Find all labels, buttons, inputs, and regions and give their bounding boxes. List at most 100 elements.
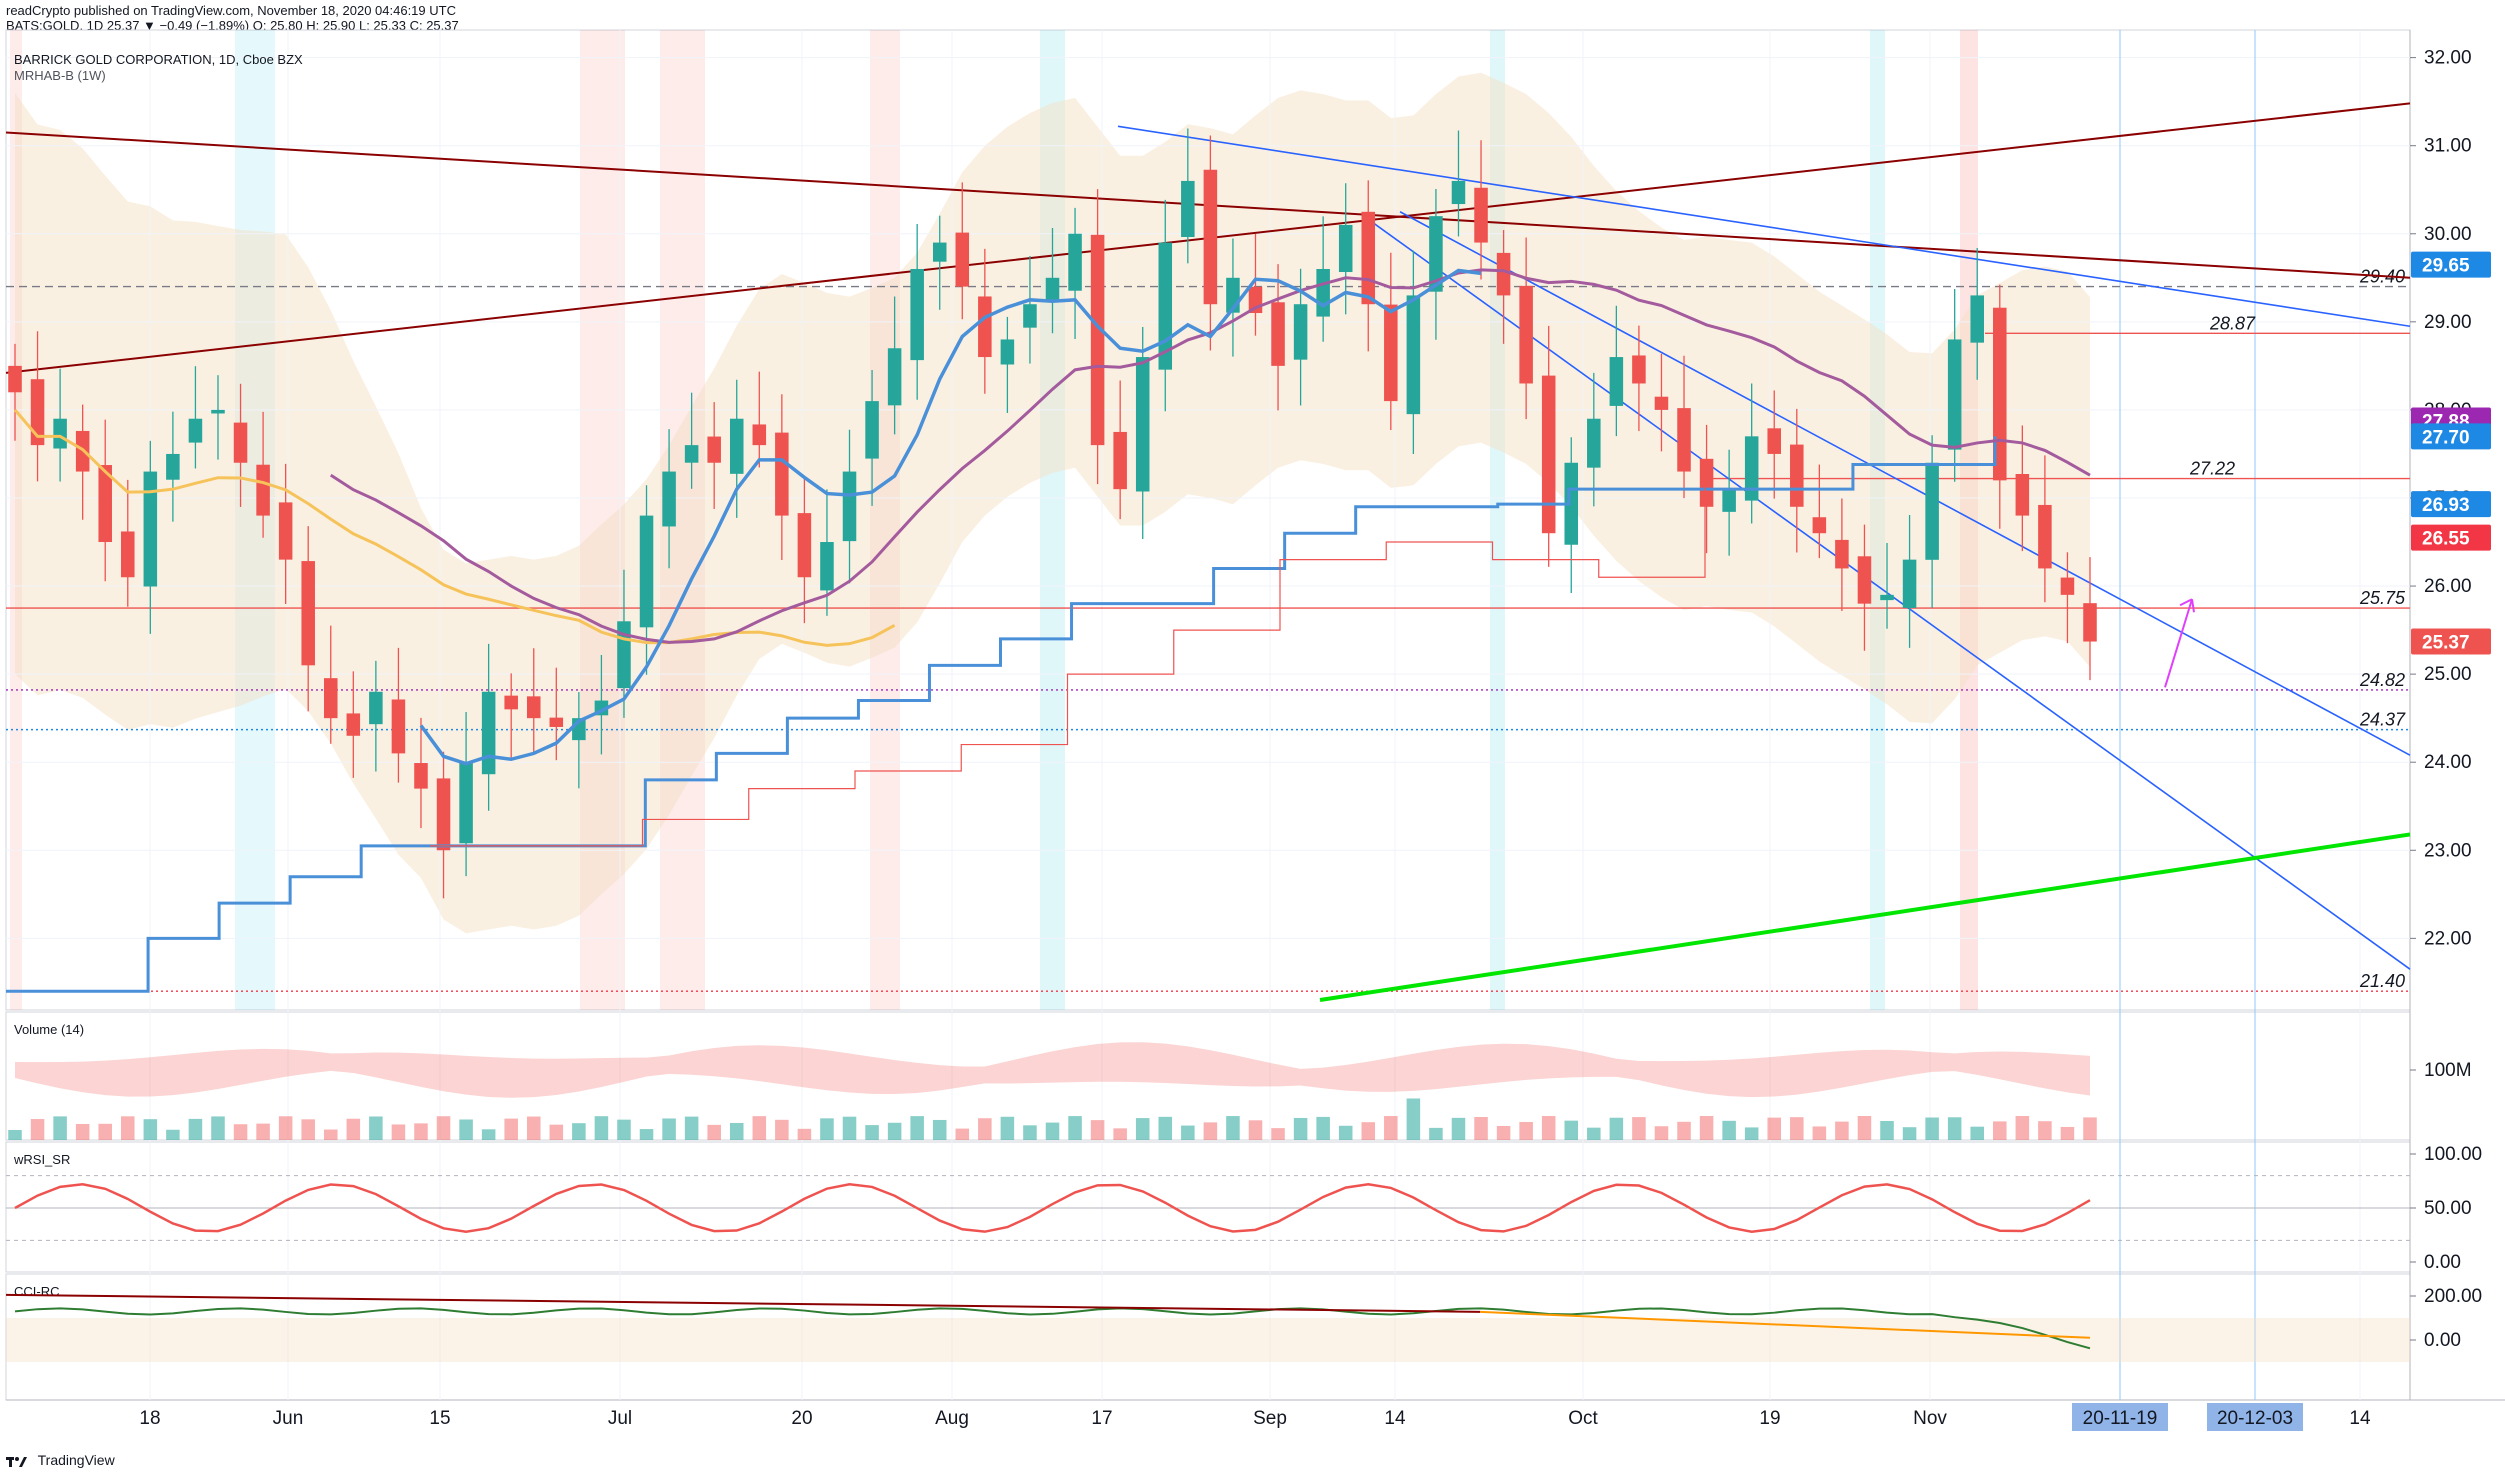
cci-pane <box>5 1273 2411 1401</box>
candle-body <box>30 379 45 446</box>
candle-body <box>1722 489 1736 512</box>
price-badge <box>2411 251 2491 278</box>
candle-body <box>1541 375 1556 534</box>
wrsi-axis-label: 0.00 <box>2424 1252 2461 1273</box>
volume-bar <box>1474 1117 1488 1140</box>
volume-bar <box>301 1119 315 1140</box>
volume-bar <box>30 1119 45 1140</box>
volume-bar <box>594 1116 609 1140</box>
volume-bar <box>752 1116 767 1140</box>
volume-bar <box>436 1116 451 1140</box>
candle-body <box>323 678 338 719</box>
x-tick-label: Aug <box>935 1408 969 1429</box>
volume-bar <box>1947 1117 1962 1140</box>
volume-bar <box>1158 1116 1173 1140</box>
candle-body <box>1564 462 1579 545</box>
candle-body <box>1654 396 1669 410</box>
level-label: 28.87 <box>2209 313 2256 333</box>
candle-body <box>233 422 248 463</box>
candle-body <box>143 471 158 587</box>
moving-average-blue <box>419 268 1482 766</box>
candle-body <box>978 296 992 358</box>
volume-bar <box>526 1116 541 1140</box>
trendline-blue-middle <box>1399 211 2411 756</box>
candle-body <box>1632 355 1646 384</box>
candle-body <box>910 268 924 361</box>
volume-bar <box>188 1118 203 1140</box>
volume-bar <box>233 1124 248 1140</box>
x-tick-label: 15 <box>429 1408 450 1429</box>
volume-bar <box>1496 1125 1511 1140</box>
candle-body <box>121 531 135 578</box>
price-badge-label: 26.93 <box>2422 495 2470 516</box>
candle-body <box>1902 559 1917 608</box>
volume-bar <box>1316 1116 1330 1140</box>
volume-bar <box>1744 1127 1759 1140</box>
volume-bar <box>211 1116 225 1140</box>
date-marker-badge <box>2207 1403 2303 1431</box>
candle-body <box>662 471 676 527</box>
candle-body <box>1519 285 1533 384</box>
candle-body <box>1970 295 1984 343</box>
volume-bar <box>2015 1116 2030 1140</box>
y-tick-label: 31.00 <box>2424 136 2472 157</box>
publish-header: readCrypto published on TradingView.com,… <box>0 0 2505 33</box>
candle-body <box>684 445 699 463</box>
volume-bar <box>1384 1116 1398 1140</box>
candle-body <box>752 424 767 446</box>
candle-body <box>1587 418 1601 468</box>
volume-bar <box>865 1125 879 1140</box>
volume-bar <box>1023 1125 1037 1140</box>
price-badge-label: 25.37 <box>2422 633 2470 654</box>
candle-body <box>1790 444 1804 507</box>
candle-body <box>526 696 541 719</box>
volume-bar <box>1000 1116 1015 1140</box>
x-tick-label: Sep <box>1253 1408 1287 1429</box>
volume-bar <box>1857 1116 1872 1140</box>
x-tick-label: 19 <box>1759 1408 1780 1429</box>
candle-body <box>887 348 902 406</box>
volume-pane-title: Volume (14) <box>14 1022 84 1037</box>
x-tick-label: Oct <box>1568 1408 1598 1429</box>
candle-body <box>1812 517 1827 534</box>
candle-body <box>1496 252 1511 296</box>
candle-body <box>211 409 225 414</box>
volume-bar <box>639 1129 654 1140</box>
volume-bar <box>98 1123 112 1140</box>
price-badge <box>2411 423 2491 450</box>
volume-bar <box>1226 1116 1240 1140</box>
footer-brand-label: TradingView <box>37 1452 115 1468</box>
volume-bar <box>256 1123 270 1140</box>
volume-bar <box>1722 1120 1736 1140</box>
volume-bar <box>1699 1116 1714 1140</box>
candle-body <box>797 513 812 578</box>
volume-bar <box>1203 1122 1218 1140</box>
footer-brand: TradingView <box>6 1452 115 1468</box>
candle-body <box>1744 436 1759 501</box>
volume-bar <box>1090 1120 1105 1140</box>
candle-body <box>301 561 315 666</box>
trendline-green-support <box>1319 832 2411 1002</box>
volume-bar <box>1790 1117 1804 1140</box>
candle-body <box>1090 234 1105 446</box>
y-tick-label: 23.00 <box>2424 840 2472 861</box>
volume-bar <box>910 1116 924 1140</box>
candle-body <box>98 465 112 543</box>
candle-body <box>346 713 361 736</box>
candle-body <box>1451 180 1466 205</box>
volume-bar <box>572 1123 586 1140</box>
y-tick-label: 24.00 <box>2424 752 2472 773</box>
x-tick-label: 18 <box>139 1408 160 1429</box>
x-tick-label: 17 <box>1091 1408 1112 1429</box>
candle-body <box>1609 357 1624 406</box>
volume-bar <box>481 1129 496 1140</box>
projection-arrow <box>2164 598 2193 688</box>
cci-band <box>6 1318 2410 1362</box>
price-badge <box>2411 491 2491 518</box>
highlight-band <box>1870 30 1885 1010</box>
volume-bar <box>75 1124 90 1140</box>
volume-bar <box>1451 1117 1466 1140</box>
volume-bar <box>143 1119 158 1140</box>
chart-legend-indicator: MRHAB-B (1W) <box>14 68 106 83</box>
